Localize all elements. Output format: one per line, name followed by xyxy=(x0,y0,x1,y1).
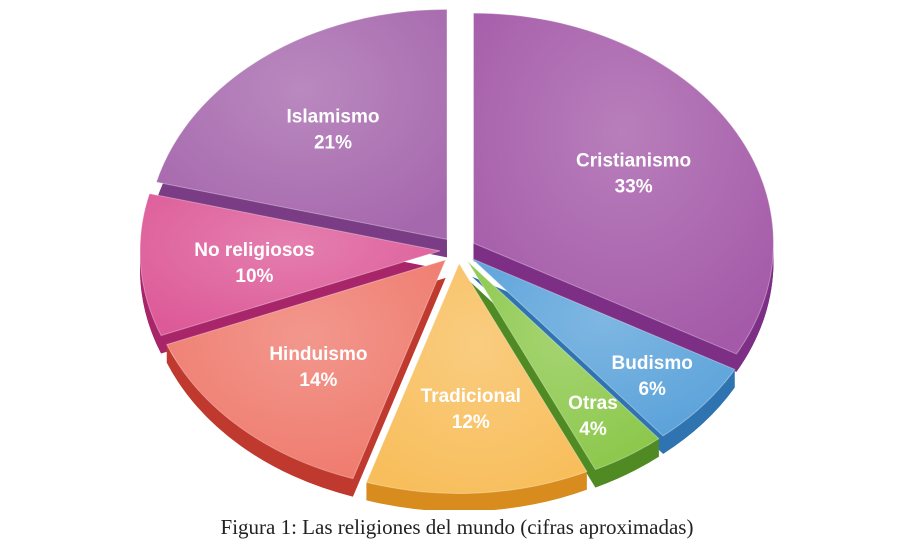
slice-rim-otras xyxy=(595,438,659,488)
slice-gloss-tradicional xyxy=(366,263,587,494)
slice-otras xyxy=(467,261,660,488)
slice-gloss-cristianismo xyxy=(473,13,774,354)
slice-cristianismo xyxy=(472,12,774,372)
slice-hinduismo xyxy=(166,259,447,497)
slice-gloss-hinduismo xyxy=(166,259,446,479)
slice-rim-no-religiosos xyxy=(140,250,162,354)
slice-rim-hinduismo xyxy=(166,344,353,497)
slice-no-religiosos xyxy=(139,193,441,354)
pie-chart-svg: Cristianismo 33% Budismo 6% Otras 4% Tradicion… xyxy=(139,8,774,512)
slice-name-budismo: Budismo xyxy=(612,353,693,374)
slice-value-otras: 4% xyxy=(579,419,607,440)
slice-gloss-otras xyxy=(467,261,659,470)
slice-value-budismo: 6% xyxy=(638,379,666,400)
slice-gloss-budismo xyxy=(471,258,735,436)
slice-tradicional xyxy=(365,262,588,512)
slice-value-no-religiosos: 10% xyxy=(235,266,273,287)
slice-name-islamismo: Islamismo xyxy=(287,107,380,128)
slice-name-no-religiosos: No religiosos xyxy=(194,240,314,261)
slice-rim-cristianismo xyxy=(736,243,774,372)
slice-name-tradicional: Tradicional xyxy=(421,386,521,407)
slice-name-otras: Otras xyxy=(568,393,618,414)
slice-rim-budismo xyxy=(663,369,735,454)
slice-value-islamismo: 21% xyxy=(314,133,352,154)
slice-islamismo xyxy=(155,8,448,258)
slice-rim-tradicional xyxy=(366,471,587,512)
slice-gloss-no-religiosos xyxy=(140,193,441,336)
slice-name-hinduismo: Hinduismo xyxy=(269,344,367,365)
slice-value-tradicional: 12% xyxy=(452,412,490,433)
chart-title: Figura 1: Las religiones del mundo (cifr… xyxy=(220,515,694,539)
slice-budismo xyxy=(471,258,736,454)
slice-gloss-islamismo xyxy=(156,9,447,240)
slice-value-hinduismo: 14% xyxy=(299,370,337,391)
slice-name-cristianismo: Cristianismo xyxy=(576,151,691,172)
slice-value-cristianismo: 33% xyxy=(615,177,653,198)
